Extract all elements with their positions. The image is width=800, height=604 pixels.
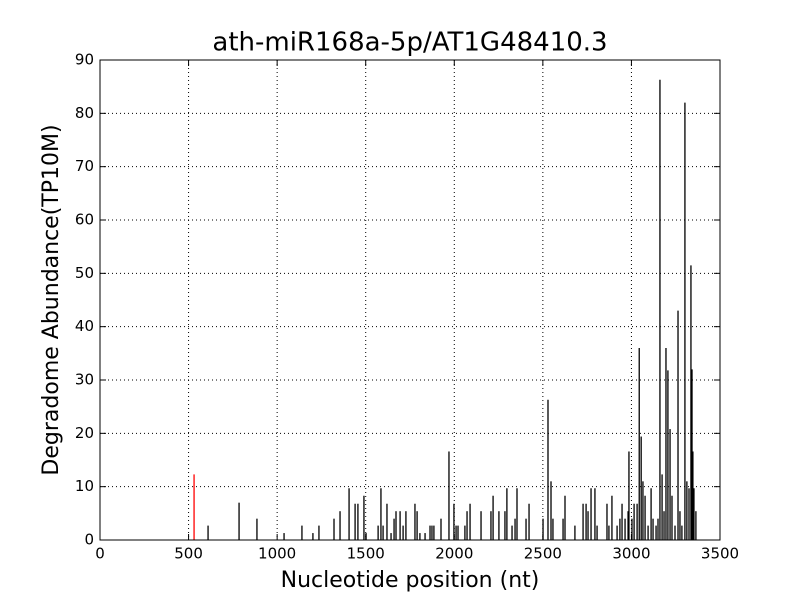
y-tick-label: 50 (75, 264, 94, 282)
y-tick-label: 30 (75, 371, 94, 389)
x-tick-label: 3500 (701, 545, 739, 563)
y-tick-label: 20 (75, 424, 94, 442)
y-tick-label: 0 (84, 531, 94, 549)
y-axis-label: Degradome Abundance(TP10M) (39, 124, 64, 475)
y-tick-label: 40 (75, 317, 94, 335)
x-tick-label: 1000 (258, 545, 296, 563)
x-tick-label: 500 (174, 545, 203, 563)
y-tick-label: 90 (75, 51, 94, 69)
plot-frame (99, 59, 721, 541)
y-tick-label: 70 (75, 157, 94, 175)
x-tick-label: 3000 (612, 545, 650, 563)
chart-title: ath-miR168a-5p/AT1G48410.3 (212, 28, 607, 58)
x-tick-label: 2000 (435, 545, 473, 563)
y-tick-label: 10 (75, 477, 94, 495)
x-tick-label: 1500 (347, 545, 385, 563)
x-axis-label: Nucleotide position (nt) (281, 568, 540, 593)
y-tick-label: 60 (75, 211, 94, 229)
x-tick-label: 2500 (524, 545, 562, 563)
y-tick-label: 80 (75, 104, 94, 122)
x-tick-label: 0 (95, 545, 105, 563)
